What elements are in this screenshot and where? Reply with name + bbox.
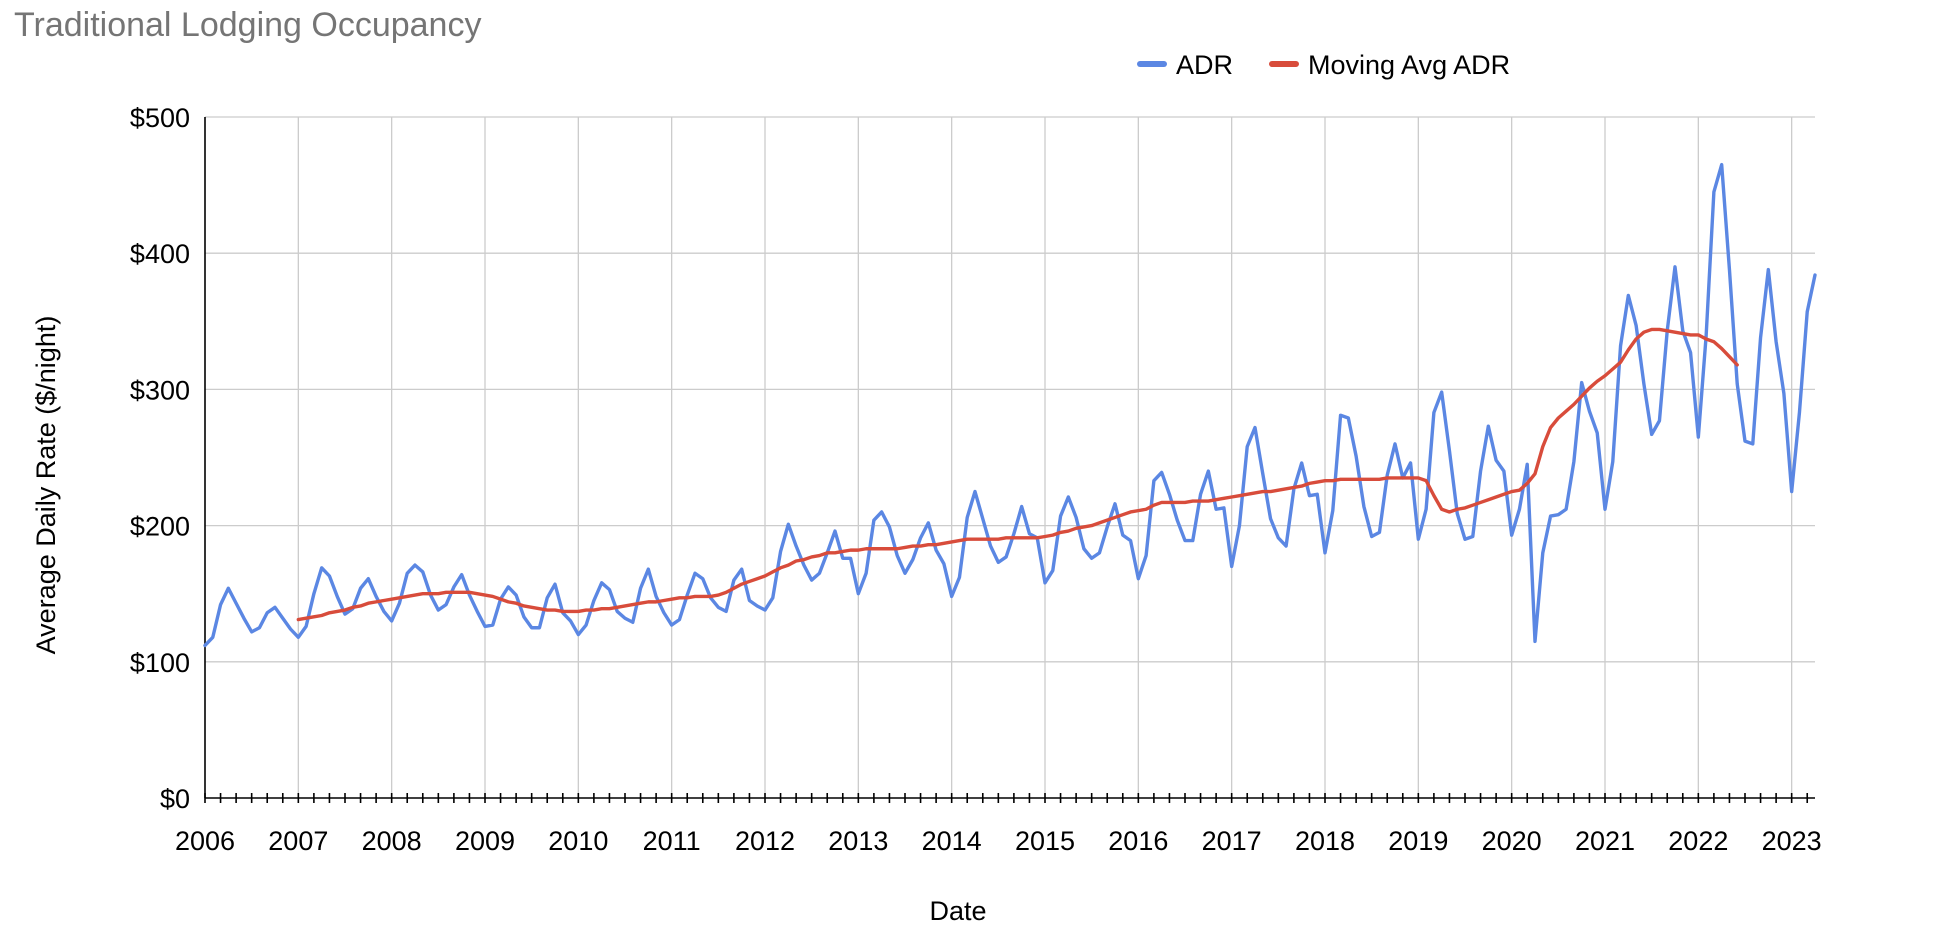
x-tick-label: 2023	[1762, 826, 1822, 856]
y-tick-label: $500	[130, 103, 190, 133]
y-tick-label: $300	[130, 375, 190, 405]
legend: ADR Moving Avg ADR	[1137, 50, 1510, 80]
x-axis-tick-labels: 2006 2007 2008 2009 2010 2011 2012 2013 2014 2015…	[175, 826, 1822, 856]
x-tick-label: 2009	[455, 826, 515, 856]
x-tick-label: 2010	[548, 826, 608, 856]
x-tick-label: 2021	[1575, 826, 1635, 856]
x-tick-label: 2020	[1482, 826, 1542, 856]
x-tick-label: 2006	[175, 826, 235, 856]
series-line-moving-avg-adr	[296, 327, 1739, 622]
x-tick-label: 2007	[268, 826, 328, 856]
x-tick-label: 2022	[1668, 826, 1728, 856]
x-tick-label: 2011	[643, 826, 701, 856]
y-tick-label: $400	[130, 239, 190, 269]
legend-label: Moving Avg ADR	[1308, 50, 1510, 80]
x-tick-label: 2019	[1388, 826, 1448, 856]
legend-label: ADR	[1176, 50, 1233, 80]
x-tick-label: 2015	[1015, 826, 1075, 856]
plot-area	[203, 162, 1817, 648]
legend-item-moving-avg-adr[interactable]: Moving Avg ADR	[1269, 50, 1510, 80]
y-axis-tick-labels: $0 $100 $200 $300 $400 $500	[130, 103, 190, 814]
x-tick-label: 2017	[1202, 826, 1262, 856]
x-tick-label: 2018	[1295, 826, 1355, 856]
y-tick-label: $100	[130, 648, 190, 678]
grid-lines	[205, 116, 1815, 798]
series-line-adr	[203, 162, 1817, 648]
y-axis-title: Average Daily Rate ($/night)	[31, 316, 61, 655]
x-axis-title: Date	[929, 896, 986, 926]
chart-title: Traditional Lodging Occupancy	[14, 6, 482, 44]
x-tick-label: 2012	[735, 826, 795, 856]
legend-item-adr[interactable]: ADR	[1137, 50, 1233, 80]
x-tick-label: 2008	[362, 826, 422, 856]
x-tick-label: 2014	[922, 826, 982, 856]
x-tick-label: 2016	[1108, 826, 1168, 856]
y-tick-label: $200	[130, 512, 190, 542]
y-tick-label: $0	[160, 784, 190, 814]
x-tick-label: 2013	[828, 826, 888, 856]
axes	[204, 117, 1815, 803]
